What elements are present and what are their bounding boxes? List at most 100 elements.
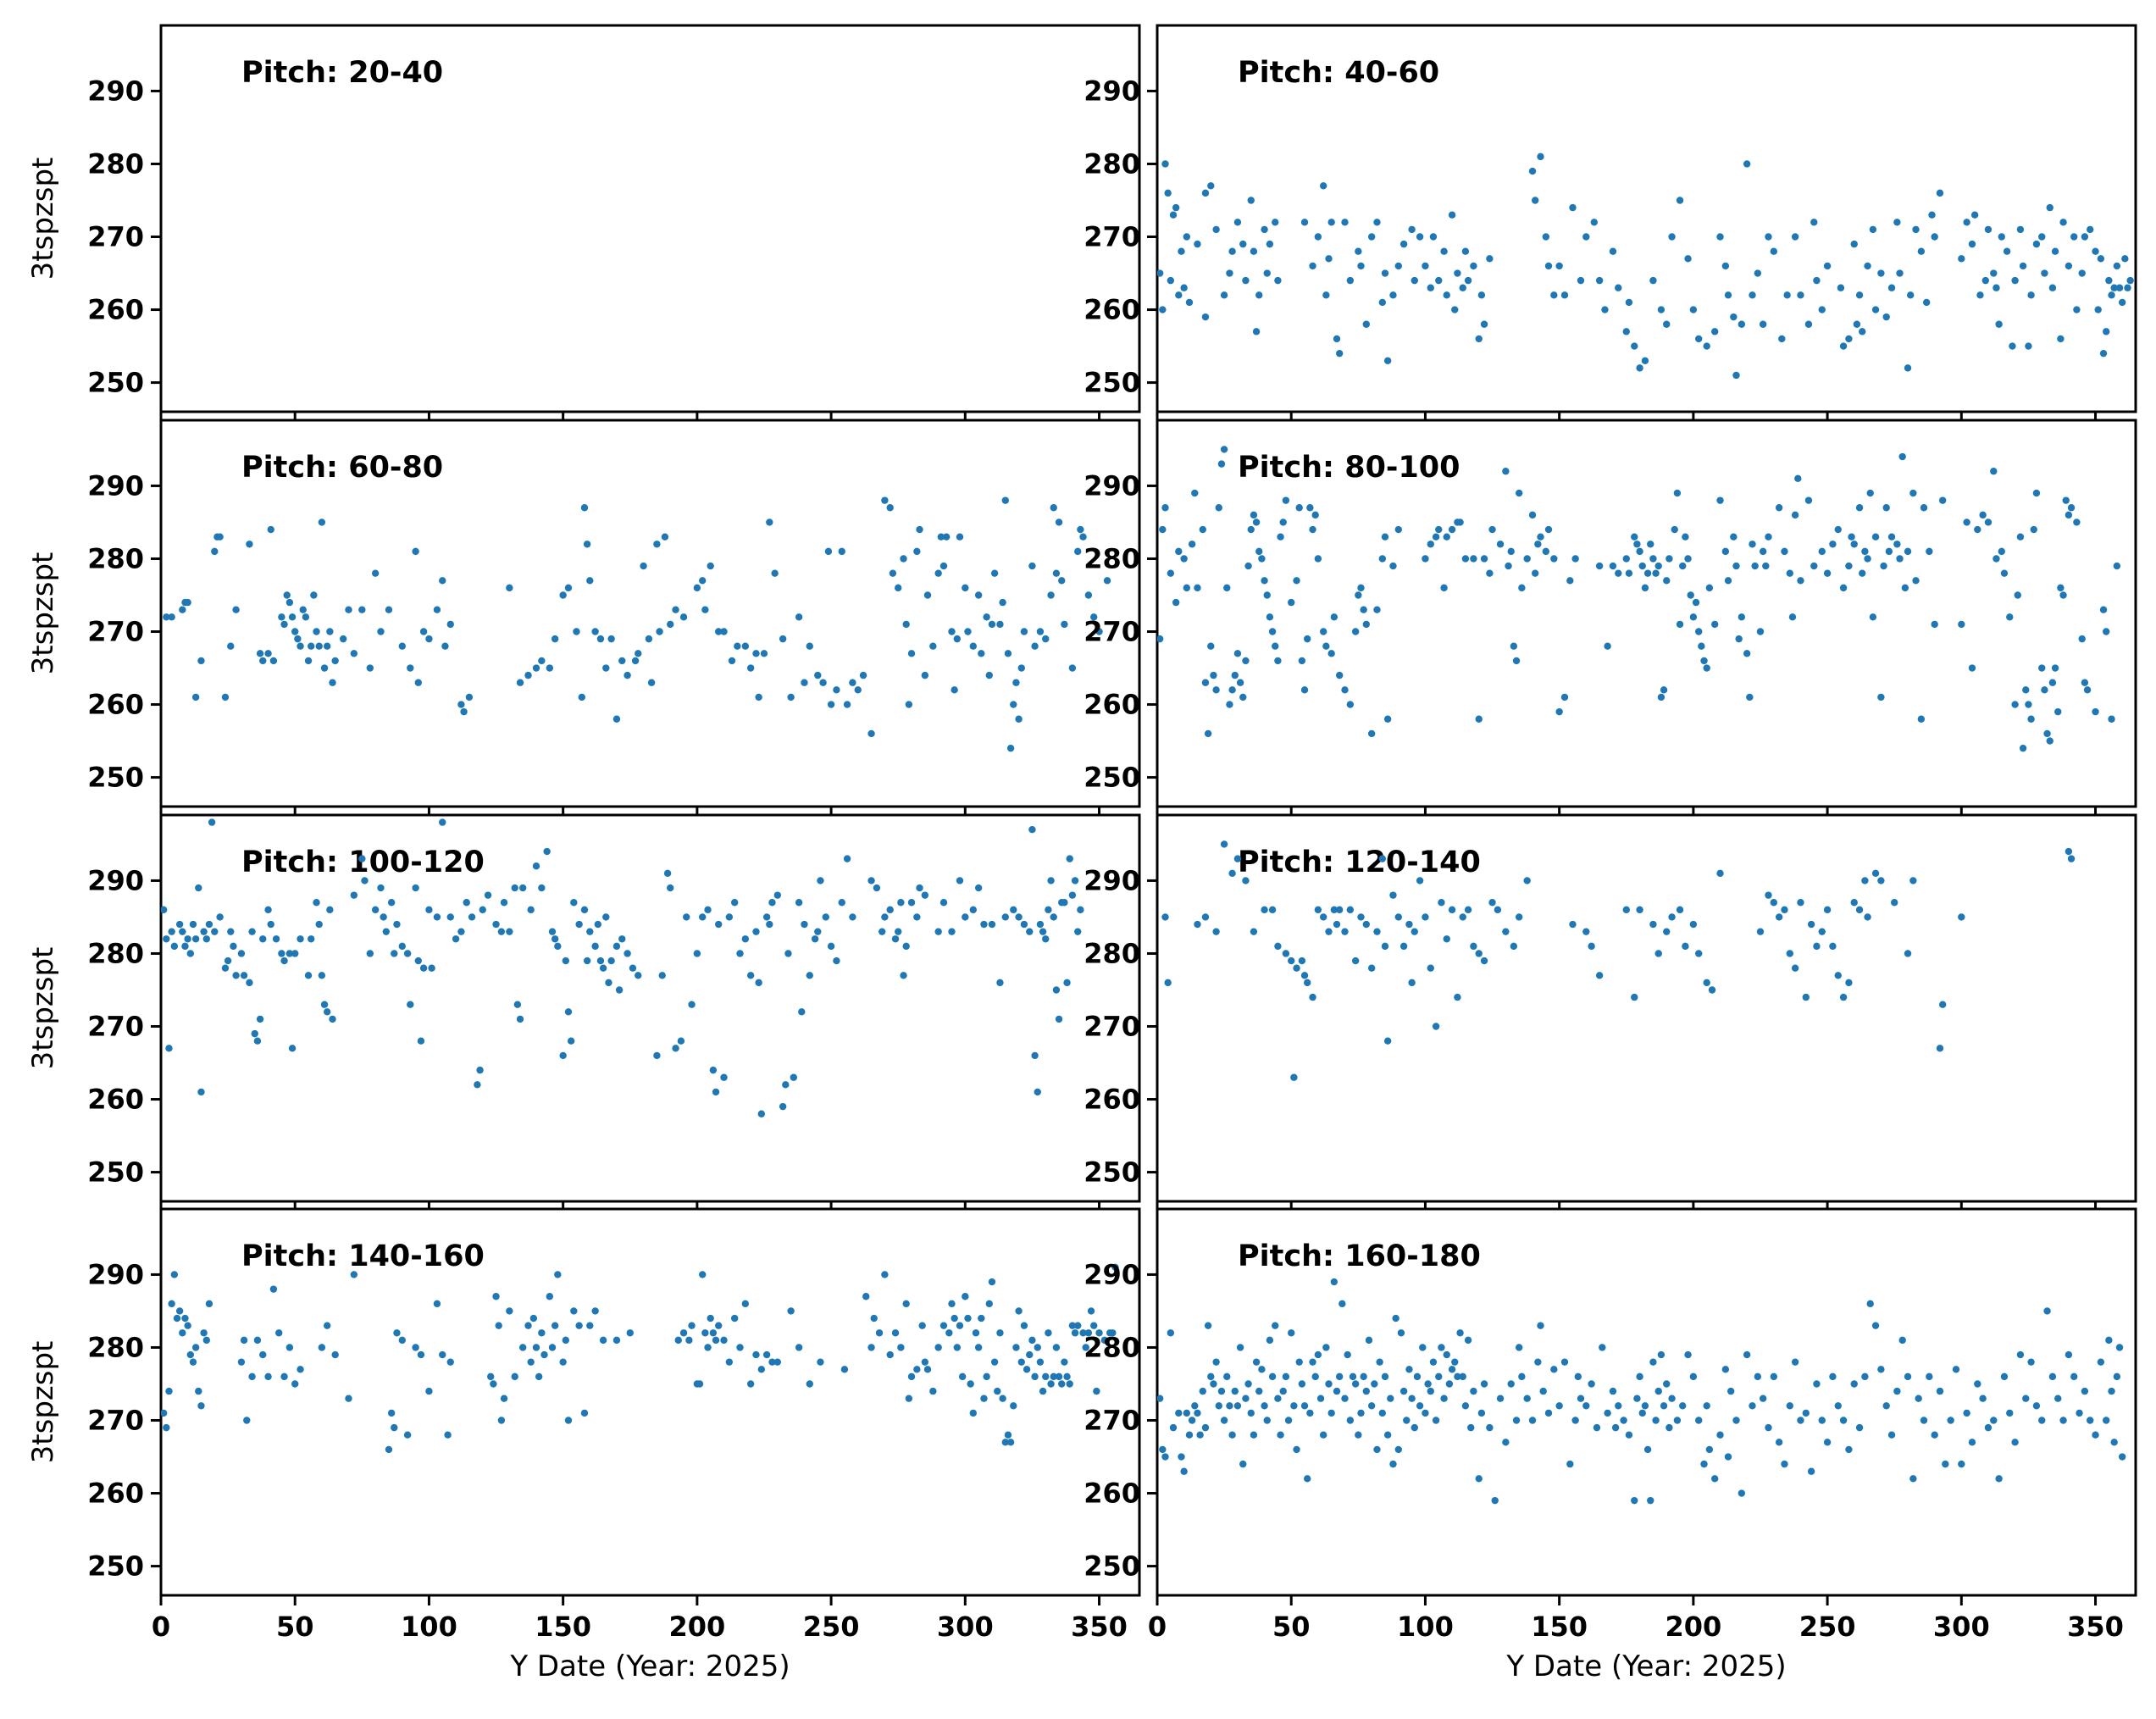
data-point — [419, 628, 428, 635]
data-point — [1228, 869, 1236, 878]
data-point — [1869, 225, 1877, 234]
data-point — [1314, 555, 1322, 563]
data-point — [1300, 219, 1309, 226]
data-point — [377, 628, 385, 635]
data-point — [1898, 1336, 1906, 1345]
data-point — [913, 1366, 921, 1373]
data-point — [895, 584, 902, 592]
data-point — [2019, 744, 2027, 752]
data-point — [1461, 555, 1470, 563]
data-point — [224, 957, 232, 965]
data-point — [1309, 525, 1316, 534]
data-point — [2070, 1372, 2078, 1381]
data-point — [1813, 1380, 1821, 1388]
data-point — [1679, 1402, 1687, 1410]
data-point — [1207, 182, 1215, 190]
data-point — [1367, 233, 1376, 241]
data-point — [1638, 1409, 1646, 1417]
data-point — [1325, 255, 1333, 263]
data-point — [175, 920, 184, 929]
data-point — [1891, 899, 1898, 907]
data-point — [895, 928, 902, 935]
data-point — [492, 1293, 500, 1300]
data-point — [1855, 1423, 1864, 1432]
data-point — [173, 1314, 181, 1323]
data-point — [524, 1322, 532, 1329]
data-point — [168, 928, 175, 935]
data-point — [243, 1417, 251, 1424]
data-point — [1486, 255, 1494, 263]
data-point — [1443, 935, 1450, 943]
data-point — [403, 950, 412, 957]
data-point — [1247, 1409, 1255, 1417]
data-point — [817, 1358, 824, 1366]
data-point — [1026, 928, 1034, 935]
data-point — [1786, 569, 1793, 577]
data-point — [762, 913, 771, 921]
data-point — [1355, 1431, 1362, 1439]
data-point — [1864, 262, 1871, 270]
data-point — [2110, 284, 2118, 291]
data-point — [371, 906, 380, 914]
data-point — [1998, 233, 2005, 241]
data-point — [1408, 1395, 1416, 1402]
data-point — [951, 686, 958, 694]
data-point — [635, 972, 642, 979]
data-point — [1998, 547, 2005, 556]
data-point — [1252, 518, 1261, 526]
data-point — [1652, 569, 1660, 577]
data-point — [784, 950, 792, 957]
data-point — [1416, 233, 1424, 241]
data-point — [323, 1322, 331, 1329]
data-point — [1381, 269, 1389, 277]
data-point — [163, 935, 170, 943]
data-point — [736, 950, 744, 957]
data-point — [1791, 1358, 1799, 1366]
data-point — [2102, 1417, 2110, 1424]
data-point — [538, 884, 546, 892]
data-point — [999, 598, 1006, 607]
data-point — [1111, 1263, 1119, 1272]
panel-title-5: Pitch: 120-140 — [1238, 846, 1481, 879]
data-point — [163, 613, 170, 621]
data-point — [1042, 635, 1050, 643]
data-point — [1738, 613, 1746, 621]
data-point — [1716, 869, 1724, 878]
data-point — [1823, 1439, 1832, 1446]
data-point — [1829, 541, 1837, 548]
data-point — [161, 1409, 168, 1417]
data-point — [1432, 1023, 1440, 1030]
data-point — [1700, 657, 1708, 665]
data-point — [907, 650, 916, 657]
data-point — [838, 899, 845, 907]
data-point — [278, 950, 285, 957]
data-point — [2032, 1402, 2041, 1410]
data-point — [1555, 707, 1563, 716]
data-point — [583, 957, 591, 965]
data-point — [2087, 225, 2094, 234]
data-point — [1775, 1439, 1783, 1446]
data-point — [1378, 1409, 1387, 1417]
data-point — [1995, 1475, 2003, 1483]
data-point — [1095, 628, 1103, 635]
data-point — [1759, 1395, 1767, 1402]
data-point — [1611, 1423, 1620, 1432]
data-point — [2094, 306, 2102, 313]
data-point — [1185, 298, 1194, 307]
data-point — [1290, 1402, 1298, 1410]
data-point — [484, 891, 492, 899]
data-point — [1726, 1387, 1735, 1395]
data-point — [768, 1358, 776, 1366]
data-point — [1534, 541, 1542, 548]
data-point — [1622, 555, 1630, 563]
data-point — [1411, 276, 1418, 285]
data-point — [1657, 1350, 1665, 1359]
data-point — [1247, 525, 1255, 534]
data-point — [393, 920, 401, 929]
y-tick-label-1-270: 270 — [1084, 221, 1140, 253]
data-point — [299, 606, 307, 613]
data-point — [902, 942, 910, 951]
plot-frame-4 — [159, 813, 1141, 1203]
data-point — [720, 1336, 728, 1345]
